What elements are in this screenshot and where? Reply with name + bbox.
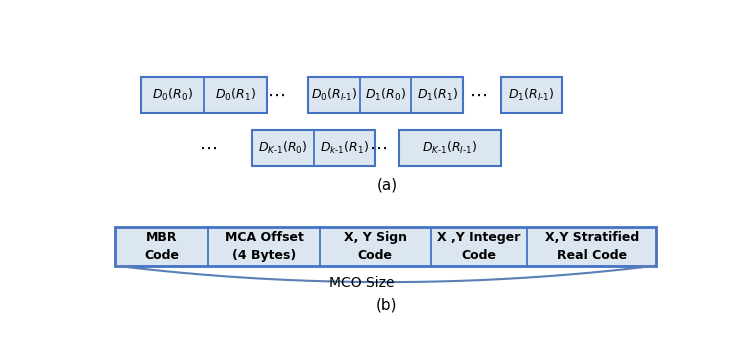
Text: $D_1(R_{I\text{-}1})$: $D_1(R_{I\text{-}1})$ bbox=[508, 87, 555, 103]
Text: X,Y Stratified
Real Code: X,Y Stratified Real Code bbox=[544, 231, 639, 262]
Text: X, Y Sign
Code: X, Y Sign Code bbox=[344, 231, 407, 262]
FancyBboxPatch shape bbox=[308, 77, 463, 113]
FancyBboxPatch shape bbox=[141, 77, 267, 113]
Text: $D_1(R_0)$: $D_1(R_0)$ bbox=[365, 87, 406, 103]
Text: X ,Y Integer
Code: X ,Y Integer Code bbox=[437, 231, 521, 262]
Text: $\cdots$: $\cdots$ bbox=[469, 86, 487, 104]
Text: $D_1(R_1)$: $D_1(R_1)$ bbox=[417, 87, 458, 103]
Text: $D_{K\text{-}1}(R_0)$: $D_{K\text{-}1}(R_0)$ bbox=[258, 140, 308, 156]
Text: $\cdots$: $\cdots$ bbox=[369, 139, 387, 157]
Text: (b): (b) bbox=[376, 298, 398, 313]
Text: $\cdots$: $\cdots$ bbox=[199, 139, 217, 157]
FancyBboxPatch shape bbox=[399, 130, 501, 165]
FancyBboxPatch shape bbox=[501, 77, 562, 113]
Text: MCA Offset
(4 Bytes): MCA Offset (4 Bytes) bbox=[225, 231, 304, 262]
Text: $D_0(R_0)$: $D_0(R_0)$ bbox=[153, 87, 193, 103]
Text: MCO Size: MCO Size bbox=[329, 276, 395, 290]
Text: $\cdots$: $\cdots$ bbox=[267, 86, 285, 104]
Text: $D_{k\text{-}1}(R_1)$: $D_{k\text{-}1}(R_1)$ bbox=[320, 140, 369, 156]
Text: $D_0(R_1)$: $D_0(R_1)$ bbox=[215, 87, 256, 103]
FancyBboxPatch shape bbox=[252, 130, 375, 165]
FancyBboxPatch shape bbox=[115, 227, 656, 266]
Text: $D_0(R_{I\text{-}1})$: $D_0(R_{I\text{-}1})$ bbox=[310, 87, 357, 103]
Text: MBR
Code: MBR Code bbox=[144, 231, 179, 262]
Text: $D_{K\text{-}1}(R_{I\text{-}1})$: $D_{K\text{-}1}(R_{I\text{-}1})$ bbox=[422, 140, 478, 156]
Text: (a): (a) bbox=[377, 177, 397, 192]
